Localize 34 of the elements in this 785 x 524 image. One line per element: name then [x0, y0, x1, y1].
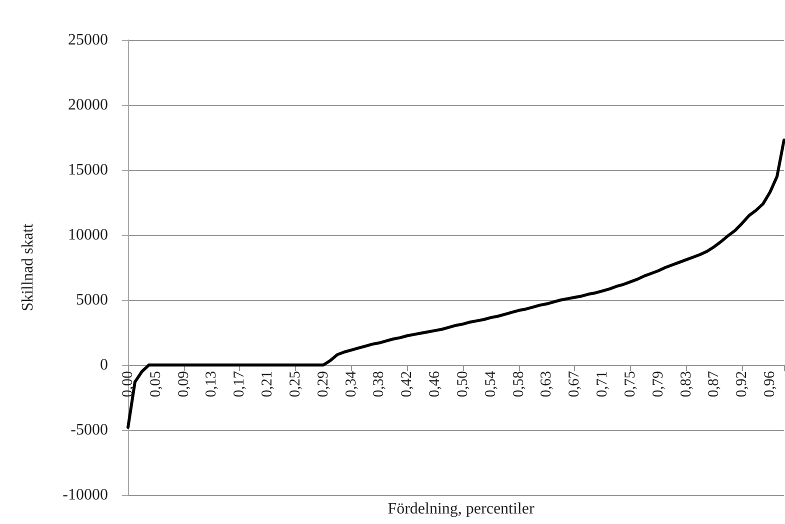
y-tick-label: 25000 — [68, 32, 108, 48]
x-tick-label: 0,75 — [622, 371, 638, 398]
x-tick-label: 0,13 — [204, 371, 220, 398]
y-tick-label: 5000 — [76, 292, 108, 308]
y-tick-label: -5000 — [70, 422, 108, 438]
y-tick-label: 10000 — [68, 226, 108, 244]
x-tick-label: 0,71 — [594, 371, 611, 398]
x-tick-label: 0,63 — [538, 371, 555, 398]
x-tick-label: 0,87 — [706, 370, 722, 398]
x-tick-label: 0,67 — [566, 370, 583, 398]
x-tick-label: 0,54 — [482, 370, 499, 398]
y-tick-label: 20000 — [68, 96, 108, 114]
x-tick-label: 0,09 — [176, 371, 192, 398]
y-tick-label: -10000 — [62, 486, 108, 504]
x-tick-label: 0,38 — [371, 371, 388, 398]
y-tick-label: 0 — [100, 356, 108, 374]
x-tick-label: 0,00 — [120, 371, 136, 398]
x-tick-label: 0,58 — [510, 371, 527, 398]
x-tick-label: 0,50 — [454, 371, 471, 398]
x-tick-label: 0,96 — [762, 370, 778, 398]
x-axis-title: Fördelning, percentiler — [388, 500, 535, 518]
x-tick-label: 0,79 — [650, 371, 666, 398]
y-axis-title: Skillnad skatt — [20, 223, 36, 312]
x-tick-label: 0,42 — [399, 371, 416, 398]
x-tick-label: 0,34 — [343, 370, 360, 398]
x-tick-label: 0,29 — [315, 371, 332, 398]
y-tick-label: 15000 — [68, 162, 108, 178]
x-tick-label: 0,21 — [260, 371, 276, 398]
x-tick-label: 0,05 — [148, 371, 164, 398]
x-tick-label: 0,17 — [232, 370, 248, 398]
x-tick-label: 0,92 — [734, 371, 750, 398]
x-tick-label: 0,46 — [427, 370, 444, 398]
x-tick-label: 0,25 — [287, 371, 304, 398]
x-tick-label: 0,83 — [678, 371, 694, 398]
